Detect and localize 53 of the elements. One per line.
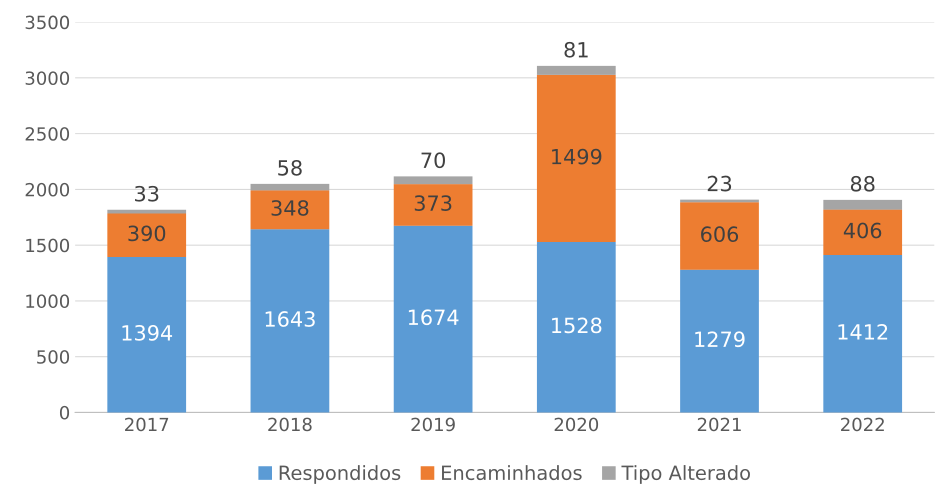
bar: [680, 270, 759, 412]
bar: [536, 242, 616, 412]
data-label: 406: [844, 222, 882, 238]
bar: [250, 229, 330, 412]
data-label: 23: [708, 176, 732, 192]
bar: [394, 226, 472, 412]
data-label: 1643: [266, 311, 315, 327]
data-label: 606: [701, 226, 738, 242]
x-tick-label: 2021: [698, 418, 741, 432]
legend-label: Encaminhados: [442, 465, 582, 480]
legend-label: Respondidos: [280, 465, 400, 484]
legend-label: Tipo Alterado: [621, 465, 750, 484]
x-tick-label: 2020: [554, 418, 598, 432]
bar: [250, 184, 330, 190]
bar: [107, 210, 186, 214]
data-label: 70: [422, 152, 445, 168]
data-label: 58: [278, 160, 302, 176]
bar: [250, 190, 330, 230]
bar: [823, 200, 902, 210]
data-label: 1499: [552, 148, 602, 164]
data-label: 88: [850, 176, 875, 192]
y-tick-label: 1000: [26, 294, 70, 308]
y-tick-label: 3000: [26, 71, 70, 85]
data-label: 1412: [838, 324, 888, 340]
bar: [107, 213, 186, 257]
data-label: 33: [135, 186, 158, 202]
y-tick-label: 2500: [26, 127, 70, 141]
data-label: 348: [272, 200, 308, 216]
y-tick-label: 2000: [26, 182, 70, 196]
data-label: 81: [564, 42, 588, 58]
x-tick-label: 2017: [125, 418, 168, 432]
bar: [680, 202, 759, 270]
data-label: 1279: [695, 331, 745, 348]
x-tick-label: 2022: [841, 418, 884, 432]
bar: [107, 256, 186, 412]
y-tick-label: 3500: [26, 16, 70, 30]
data-label: 1394: [122, 324, 172, 341]
y-tick-label: 500: [37, 350, 70, 364]
y-tick-label: 1500: [26, 238, 70, 252]
bar: [823, 210, 902, 255]
bar: [536, 74, 616, 242]
x-tick-label: 2018: [268, 418, 312, 432]
bar: [394, 184, 472, 226]
bar: [680, 200, 759, 202]
bar: [536, 66, 616, 75]
data-label: 1528: [552, 318, 602, 334]
data-label: 390: [128, 226, 166, 242]
data-label: 1674: [408, 309, 458, 326]
x-tick-label: 2019: [411, 418, 455, 432]
data-label: 373: [414, 195, 452, 211]
bar: [394, 176, 472, 184]
bar: [823, 254, 902, 412]
y-tick-label: 0: [60, 406, 70, 420]
